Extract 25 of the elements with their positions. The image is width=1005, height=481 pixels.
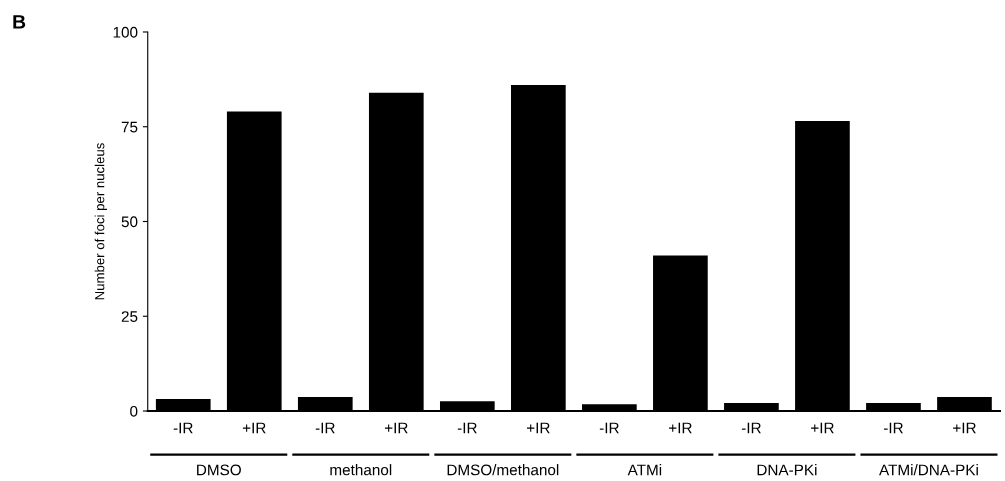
x-tick-label: +IR (384, 422, 408, 434)
x-tick-label: +IR (669, 422, 692, 434)
text: methanol (330, 464, 392, 476)
x-tick-label: -IR (741, 422, 761, 434)
text: ATMi/DNA-PKi (879, 464, 978, 476)
text: DMSO (197, 464, 241, 476)
x-tick-label: +IR (242, 422, 266, 434)
x-tick-label: -IR (883, 422, 903, 434)
y-tick-label: 0 (130, 405, 138, 417)
y-axis-title: Number of foci per nucleus (94, 143, 107, 300)
y-tick-label: 75 (121, 121, 138, 133)
x-tick-label: -IR (599, 422, 619, 434)
text: DNA-PKi (757, 464, 817, 476)
x-tick-label: +IR (953, 422, 976, 434)
y-tick-label: 25 (121, 311, 138, 322)
text: DMSO/methanol (447, 464, 559, 476)
y-tick-label: 50 (121, 216, 138, 228)
x-tick-label: -IR (173, 422, 193, 434)
y-tick-label: 100 (113, 26, 138, 38)
x-tick-label: -IR (457, 422, 477, 434)
x-tick-label: +IR (811, 422, 834, 434)
text: ATMi (627, 464, 662, 476)
x-tick-label: -IR (315, 422, 335, 434)
text: B (13, 15, 26, 29)
x-tick-label: +IR (526, 422, 550, 434)
